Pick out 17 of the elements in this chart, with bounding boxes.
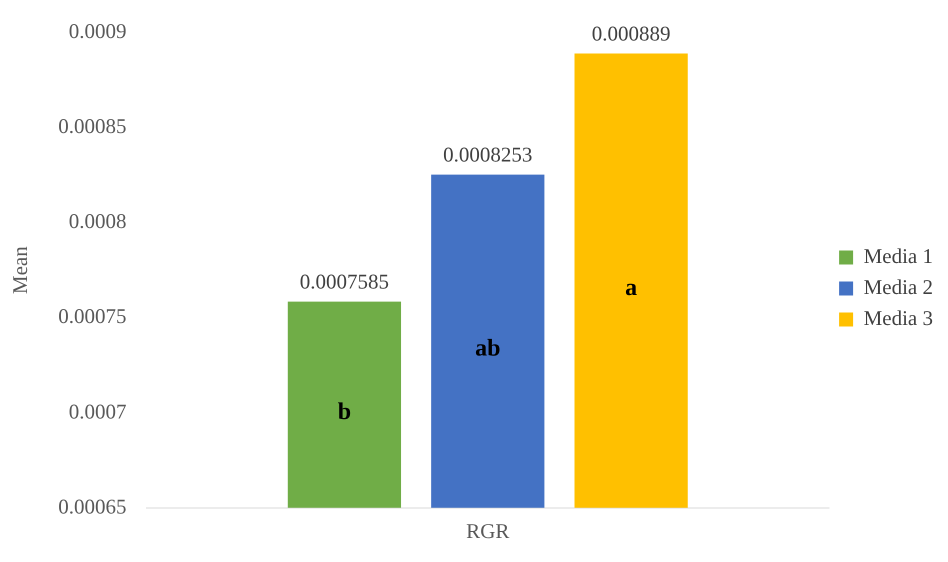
x-tick-label: RGR	[466, 518, 510, 543]
annotation: b	[338, 398, 352, 425]
y-tick-label: 0.00085	[58, 114, 126, 138]
data-label: 0.0008253	[443, 142, 532, 167]
y-tick-label: 0.0009	[68, 19, 126, 44]
annotation: ab	[475, 335, 500, 362]
annotation: a	[625, 274, 638, 301]
legend-label: Media 2	[864, 275, 934, 300]
y-tick-label: 0.0008	[68, 209, 126, 234]
data-label: 0.000889	[592, 22, 671, 46]
legend-label: Media 1	[864, 244, 934, 268]
y-axis-title: Mean	[8, 246, 32, 294]
data-label: 0.0007585	[300, 270, 390, 294]
y-tick-label: 0.00075	[58, 304, 126, 328]
legend-label: Media 3	[864, 306, 934, 330]
y-tick-label: 0.00065	[58, 494, 126, 518]
y-tick-label: 0.0007	[68, 399, 126, 424]
